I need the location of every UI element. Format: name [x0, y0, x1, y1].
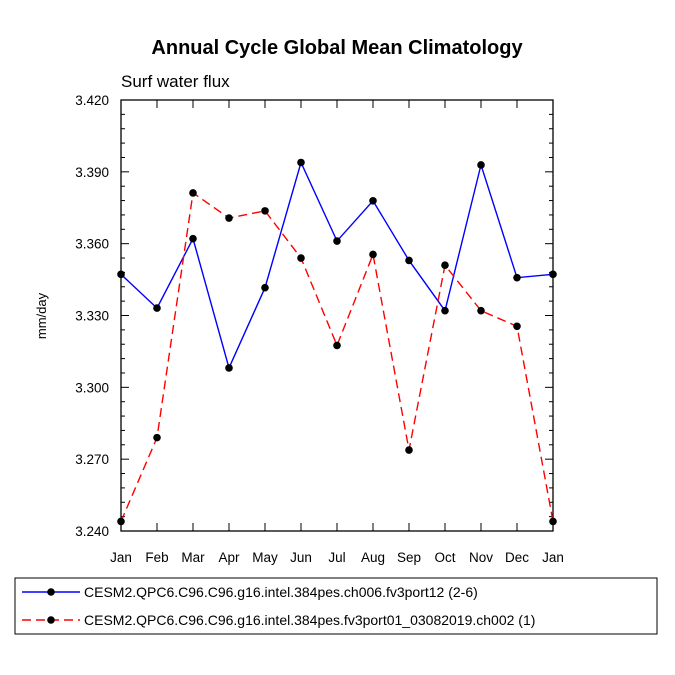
data-point	[369, 250, 377, 259]
y-tick-label: 3.300	[75, 380, 109, 395]
data-point	[153, 433, 161, 442]
legend-box	[14, 577, 658, 635]
y-axis-label: mm/day	[34, 292, 49, 339]
data-point	[261, 207, 269, 215]
data-point	[549, 517, 557, 526]
data-point	[225, 364, 233, 372]
data-point	[441, 306, 449, 315]
data-point	[333, 237, 341, 245]
x-tick-label: Apr	[218, 550, 240, 565]
legend-label: CESM2.QPC6.C96.C96.g16.intel.384pes.ch00…	[84, 584, 478, 600]
data-point	[369, 197, 377, 205]
y-tick-label: 3.270	[75, 452, 109, 467]
x-tick-label: Aug	[361, 550, 385, 565]
data-point	[297, 158, 305, 167]
y-tick-label: 3.240	[75, 524, 109, 539]
data-point	[261, 283, 269, 292]
x-tick-label: Jul	[328, 550, 345, 565]
plot-frame	[120, 99, 554, 532]
data-point	[513, 322, 521, 331]
data-point	[297, 254, 305, 262]
legend-marker	[47, 588, 55, 596]
data-point	[153, 304, 161, 312]
x-tick-labels: Jan Feb Mar Apr May Jun Jul Aug Sep Oct Nov Dec Jan	[110, 550, 564, 565]
x-tick-label: May	[252, 550, 278, 565]
x-tick-label: Dec	[505, 550, 529, 565]
y-tick-label: 3.330	[75, 309, 109, 324]
y-tick-labels: 3.240 3.270 3.300 3.330 3.360 3.390 3.420	[75, 93, 109, 539]
x-tick-label: Jan	[110, 550, 132, 565]
legend-marker	[47, 616, 55, 624]
y-tick-label: 3.420	[75, 93, 109, 108]
y-tick-label: 3.360	[75, 237, 109, 252]
data-point	[117, 270, 125, 279]
x-tick-label: Feb	[145, 550, 168, 565]
x-tick-label: Jan	[542, 550, 564, 565]
legend: CESM2.QPC6.C96.C96.g16.intel.384pes.ch00…	[22, 584, 535, 628]
data-point	[405, 446, 413, 454]
legend-label: CESM2.QPC6.C96.C96.g16.intel.384pes.fv3p…	[84, 612, 535, 628]
y-tick-label: 3.390	[75, 165, 109, 180]
x-tick-label: Nov	[469, 550, 493, 565]
series-line	[120, 160, 554, 370]
data-point	[189, 189, 197, 197]
data-point	[477, 161, 485, 169]
data-point	[189, 234, 197, 243]
x-tick-label: Sep	[397, 550, 421, 565]
data-point	[333, 341, 341, 350]
data-point	[477, 306, 485, 315]
data-point	[405, 256, 413, 265]
data-point	[549, 270, 557, 279]
data-point	[441, 261, 449, 270]
chart-subtitle: Surf water flux	[121, 72, 230, 91]
chart-title: Annual Cycle Global Mean Climatology	[151, 37, 523, 59]
data-point	[225, 214, 233, 222]
data-point	[513, 273, 521, 282]
axis-ticks	[120, 99, 554, 532]
x-tick-label: Mar	[181, 550, 205, 565]
series-layer	[117, 158, 557, 526]
x-tick-label: Oct	[434, 550, 455, 565]
data-point	[117, 517, 125, 526]
x-tick-label: Jun	[290, 550, 312, 565]
